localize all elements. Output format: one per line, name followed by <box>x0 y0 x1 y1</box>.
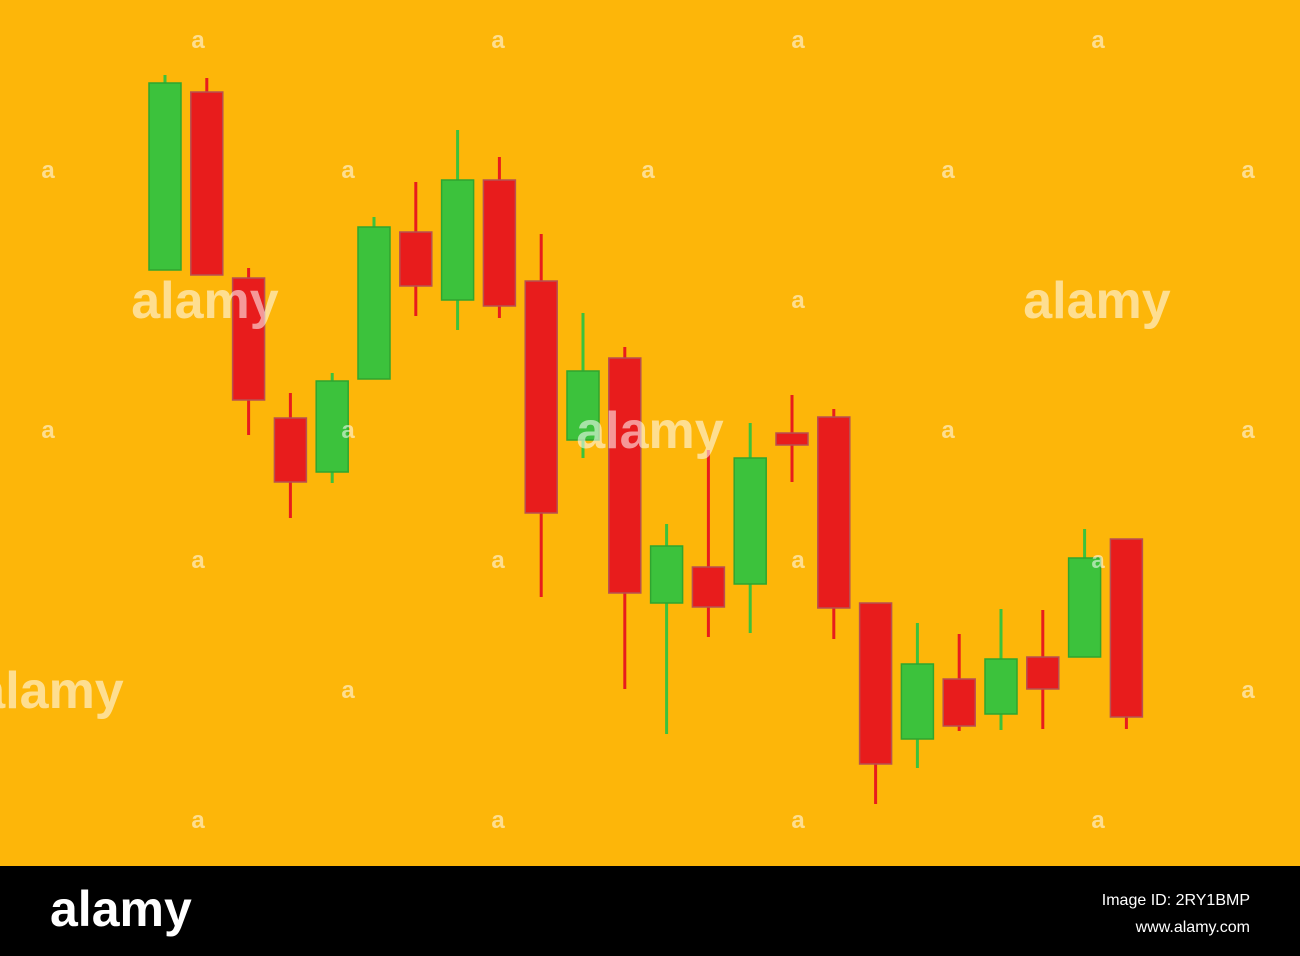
candle-body <box>608 357 642 594</box>
watermark-word: alamy <box>576 402 724 460</box>
watermark-letter: a <box>791 807 805 834</box>
candle-body <box>942 678 976 727</box>
watermark-letter: a <box>191 547 205 574</box>
watermarks: alamy alamy alamy alamy a a a a a a a a a a a a a a a a a a a a… <box>0 27 1255 834</box>
watermark-letter: a <box>41 417 55 444</box>
candle-body <box>649 545 684 604</box>
watermark-letter: a <box>191 807 205 834</box>
watermark-word: alamy <box>0 662 124 720</box>
candle-body <box>858 602 893 765</box>
footer-bar <box>0 866 1300 956</box>
candle-body <box>482 179 517 307</box>
image-id: Image ID: 2RY1BMP <box>1102 892 1250 909</box>
candle-body <box>817 416 851 609</box>
candle-body <box>566 370 600 441</box>
watermark-letter: a <box>1091 547 1105 574</box>
candle-body <box>1109 538 1144 718</box>
candle-body <box>524 280 558 514</box>
watermark-letter: a <box>1241 157 1255 184</box>
watermark-letter: a <box>1091 27 1105 54</box>
watermark-letter: a <box>941 417 955 444</box>
footer-logo: alamy <box>50 881 192 937</box>
candle-body <box>273 417 308 483</box>
candle-body <box>775 432 809 446</box>
candle-body <box>1067 557 1102 658</box>
watermark-letter: a <box>641 157 655 184</box>
candle-body <box>984 658 1018 715</box>
watermark-letter: a <box>491 547 505 574</box>
watermark-letter: a <box>1241 417 1255 444</box>
watermark-letter: a <box>1241 677 1255 704</box>
watermark-letter: a <box>491 27 505 54</box>
candle-body <box>691 566 726 608</box>
candle-body <box>231 277 266 401</box>
watermark-letter: a <box>791 27 805 54</box>
watermark-letter: a <box>341 677 355 704</box>
plot <box>148 75 1144 804</box>
watermark-word: alamy <box>1023 272 1171 330</box>
watermark-letter: a <box>1091 807 1105 834</box>
watermark-word: alamy <box>131 272 279 330</box>
watermark-letter: a <box>41 157 55 184</box>
watermark-letter: a <box>791 547 805 574</box>
watermark-letter: a <box>941 157 955 184</box>
watermark-letter: a <box>791 287 805 314</box>
watermark-letter: a <box>191 27 205 54</box>
candle-body <box>357 226 391 380</box>
candle-body <box>148 82 182 271</box>
candle-body <box>440 179 475 301</box>
watermark-letter: a <box>491 807 505 834</box>
footer-url: www.alamy.com <box>1135 919 1250 936</box>
candle-body <box>900 663 935 740</box>
candle-body <box>1026 656 1060 690</box>
candle-body <box>190 91 224 276</box>
candle-body <box>399 231 433 287</box>
watermark-letter: a <box>341 417 355 444</box>
candle-body <box>315 380 349 473</box>
watermark-letter: a <box>341 157 355 184</box>
candle-body <box>733 457 767 585</box>
